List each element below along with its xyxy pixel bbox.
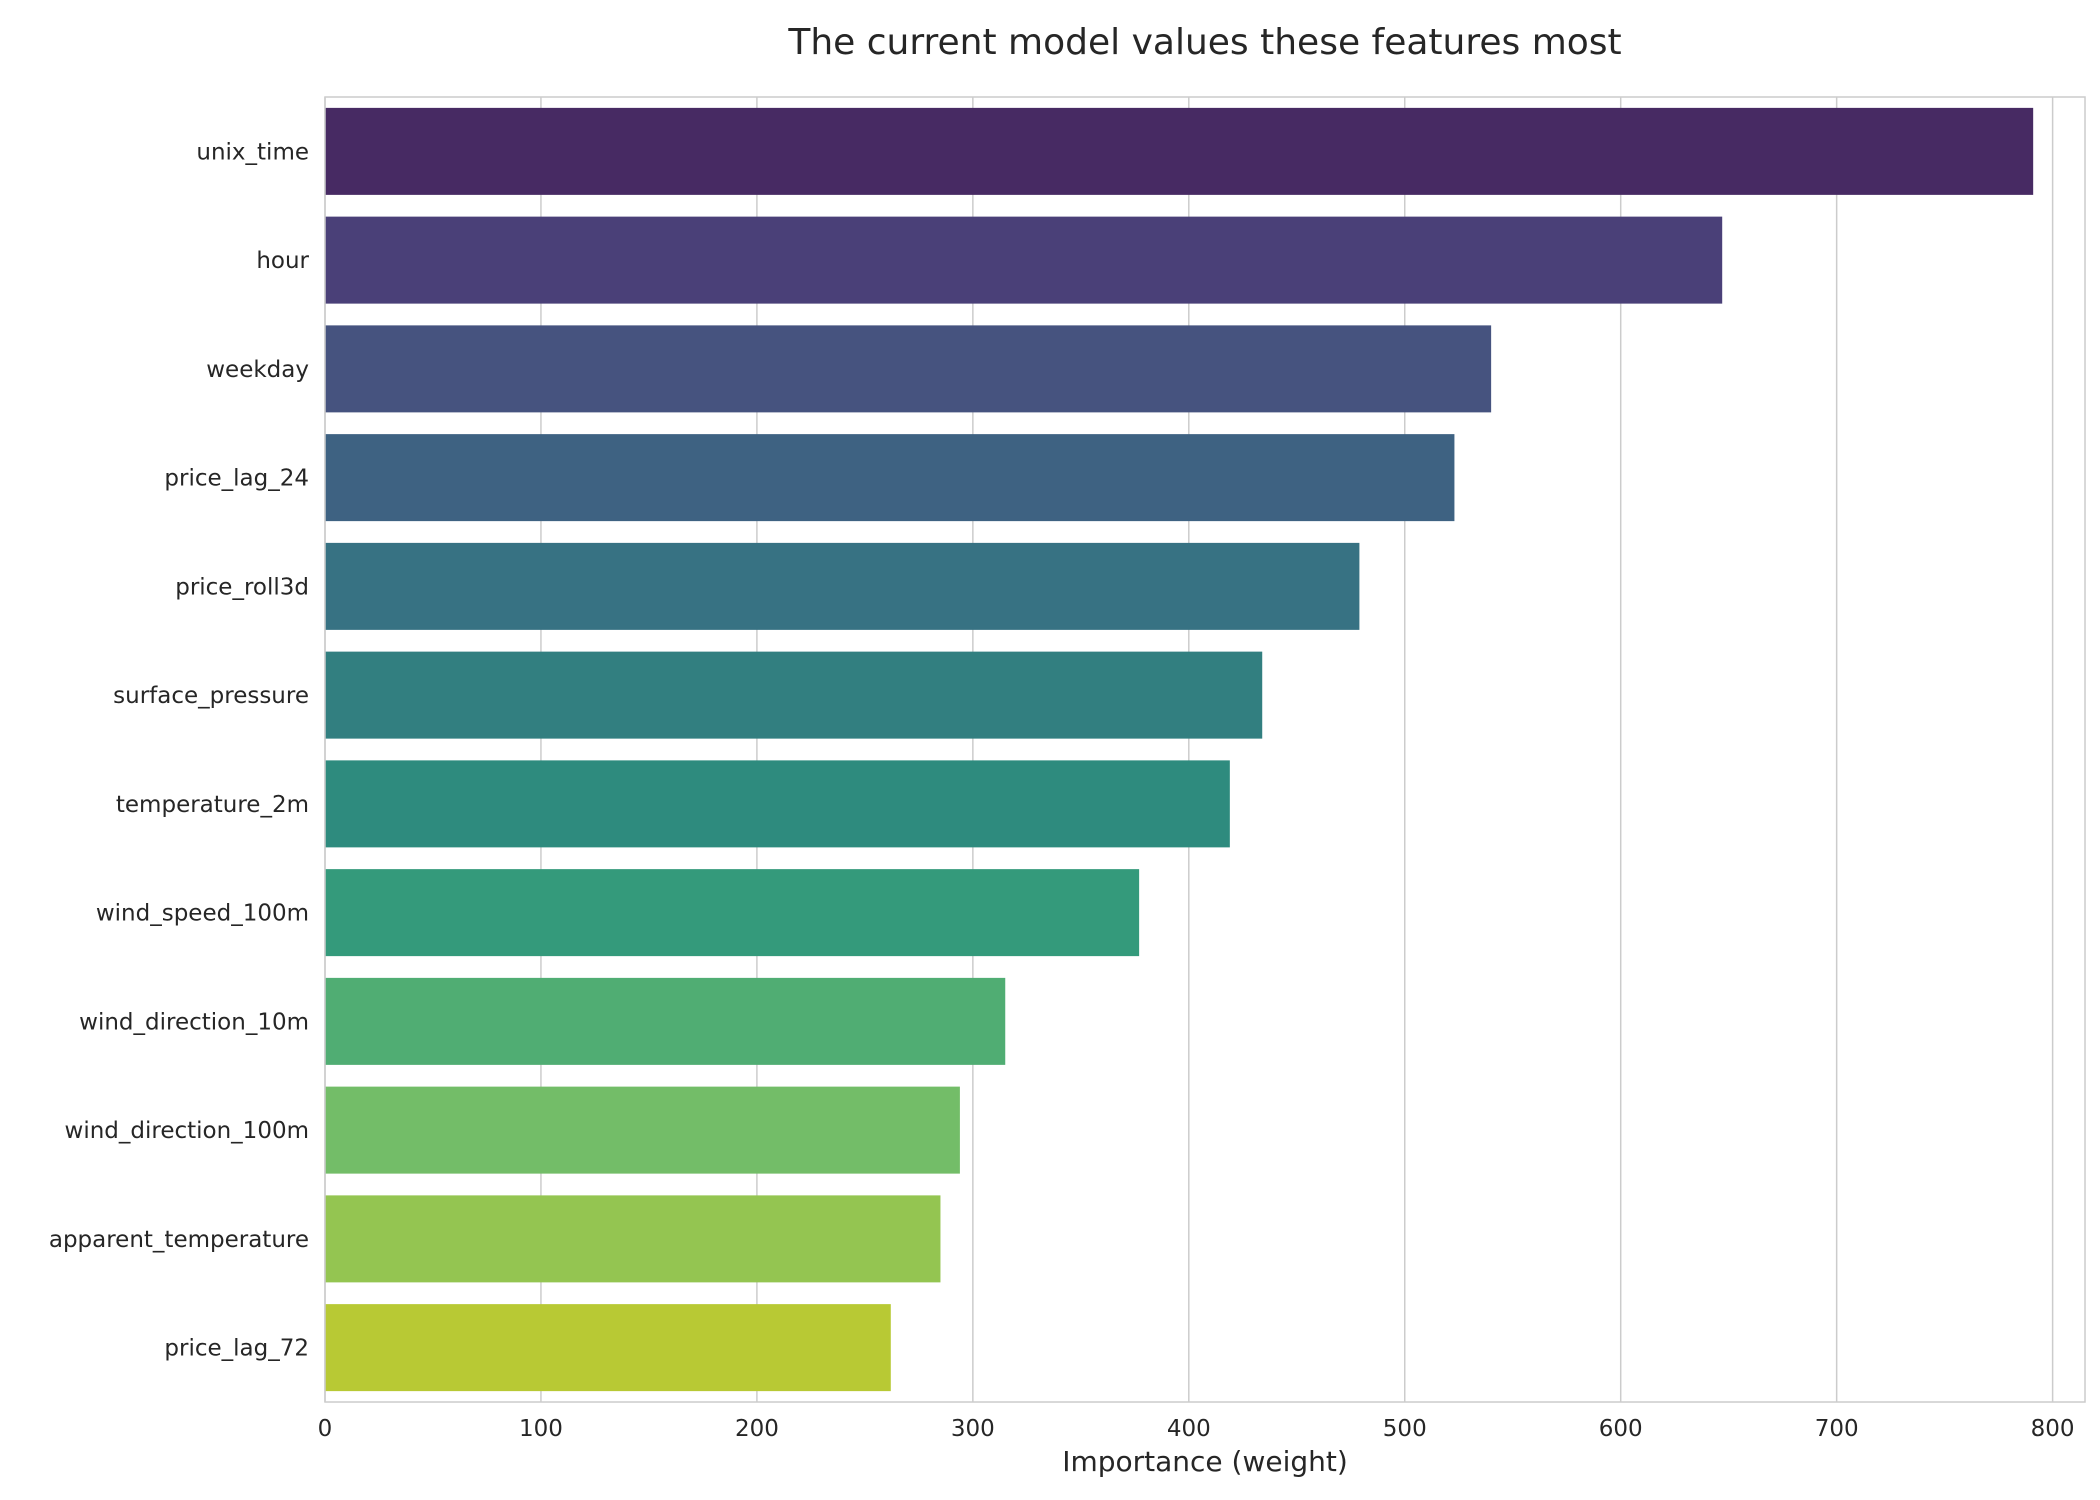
x-tick-label: 600 [1599, 1416, 1643, 1442]
bar-price-lag-72 [325, 1304, 891, 1392]
x-tick-label: 500 [1383, 1416, 1427, 1442]
bar-hour [325, 216, 1723, 304]
x-tick-label: 700 [1815, 1416, 1859, 1442]
plot-frame [324, 96, 2086, 1403]
bar-weekday [325, 325, 1492, 413]
bar-wind-speed-100m [325, 869, 1140, 957]
x-tick-label: 300 [951, 1416, 995, 1442]
category-label: wind_direction_100m [65, 1118, 309, 1144]
bar-surface-pressure [325, 651, 1263, 739]
bar-wind-direction-10m [325, 977, 1006, 1065]
category-label: price_roll3d [175, 574, 309, 600]
bar-price-lag-24 [325, 434, 1455, 522]
category-label: temperature_2m [116, 792, 309, 818]
bar-wind-direction-100m [325, 1086, 960, 1174]
x-tick-labels: 0 100 200 300 400 500 600 700 800 [318, 1416, 2075, 1442]
category-label: unix_time [196, 139, 309, 165]
category-label: wind_speed_100m [96, 901, 309, 927]
x-tick-label: 800 [2031, 1416, 2075, 1442]
bars [325, 107, 2034, 1392]
category-label: surface_pressure [113, 683, 309, 709]
bar-apparent-temperature [325, 1195, 941, 1283]
x-tick-label: 400 [1167, 1416, 1211, 1442]
bar-unix-time [325, 107, 2034, 195]
category-label: price_lag_24 [164, 466, 309, 492]
category-label: apparent_temperature [49, 1227, 309, 1253]
category-label: weekday [206, 357, 309, 383]
x-tick-label: 0 [318, 1416, 333, 1442]
category-label: hour [256, 248, 309, 274]
x-tick-label: 100 [519, 1416, 563, 1442]
bar-temperature-2m [325, 760, 1230, 848]
x-axis-title: Importance (weight) [1062, 1445, 1348, 1478]
category-label: price_lag_72 [164, 1336, 309, 1362]
bar-price-roll3d [325, 542, 1360, 630]
chart-title: The current model values these features … [787, 22, 1621, 63]
x-tick-label: 200 [735, 1416, 779, 1442]
category-label: wind_direction_10m [79, 1009, 309, 1035]
